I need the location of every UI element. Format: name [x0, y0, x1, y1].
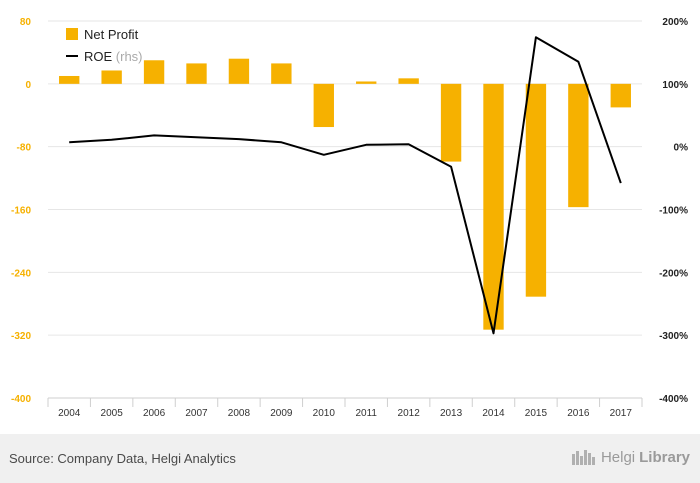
x-tick-label: 2015 [525, 408, 548, 419]
legend-label-net-profit: Net Profit [84, 27, 139, 42]
bar-2009 [271, 63, 292, 84]
right-tick-label: 200% [662, 17, 688, 28]
bar-2004 [59, 75, 80, 84]
grid-lines [48, 20, 642, 336]
x-tick-label: 2013 [440, 408, 463, 419]
left-tick-label: -80 [17, 143, 32, 154]
bar-2017 [610, 83, 631, 108]
legend-label-roe: ROE (rhs) [84, 49, 143, 64]
x-tick-label: 2017 [610, 408, 633, 419]
left-tick-label: 0 [25, 80, 31, 91]
x-axis: 2004 2005 2006 2007 2008 2009 2010 2011 2012 2013… [47, 397, 643, 419]
left-tick-label: -400 [11, 394, 31, 405]
left-tick-label: -240 [11, 268, 31, 279]
legend-swatch-net-profit [66, 28, 78, 40]
right-y-axis: 200% 100% 0% -100% -200% -300% -400% [659, 17, 688, 405]
brand-library: Library [639, 448, 690, 466]
bar-2014 [483, 83, 504, 330]
bar-2010 [313, 83, 334, 128]
right-tick-label: 100% [662, 80, 688, 91]
left-tick-label: -160 [11, 206, 31, 217]
left-tick-label: 80 [20, 17, 32, 28]
legend-roe-suffix: (rhs) [116, 49, 143, 64]
x-tick-label: 2012 [398, 408, 421, 419]
bar-2008 [228, 58, 250, 84]
x-tick-label: 2016 [567, 408, 590, 419]
right-tick-label: -300% [659, 331, 688, 342]
x-tick-label: 2005 [101, 408, 124, 419]
bar-2006 [143, 60, 165, 84]
bar-2015 [525, 83, 547, 297]
left-y-axis: 80 0 -80 -160 -240 -320 -400 [11, 17, 31, 405]
net-profit-bars [59, 58, 631, 330]
right-tick-label: -400% [659, 394, 688, 405]
x-tick-label: 2010 [313, 408, 336, 419]
footer: Source: Company Data, Helgi Analytics He… [0, 434, 700, 483]
legend-roe-name: ROE [84, 49, 113, 64]
bar-2012 [398, 78, 419, 84]
bar-2011 [356, 81, 377, 84]
brand-helgi: Helgi [600, 448, 636, 466]
x-tick-label: 2011 [355, 408, 377, 419]
legend: Net Profit ROE (rhs) [66, 27, 143, 64]
bar-2005 [101, 70, 122, 84]
bar-2016 [568, 83, 589, 208]
left-tick-label: -320 [11, 331, 31, 342]
right-tick-label: -100% [659, 206, 688, 217]
x-tick-label: 2006 [143, 408, 166, 419]
right-tick-label: -200% [659, 268, 688, 279]
bar-2007 [186, 63, 207, 84]
roe-line [69, 36, 622, 335]
source-note: Source: Company Data, Helgi Analytics [9, 451, 236, 466]
library-icon [571, 450, 595, 465]
x-tick-label: 2007 [185, 408, 208, 419]
bar-2013 [440, 83, 462, 162]
chart-area: 2004 2005 2006 2007 2008 2009 2010 2011 2012 2013… [11, 17, 688, 419]
x-tick-label: 2004 [58, 408, 81, 419]
helgi-library-logo: Helgi Library [571, 448, 690, 466]
x-tick-label: 2008 [228, 408, 251, 419]
right-tick-label: 0% [674, 143, 689, 154]
x-tick-label: 2014 [482, 408, 505, 419]
x-tick-label: 2009 [270, 408, 293, 419]
